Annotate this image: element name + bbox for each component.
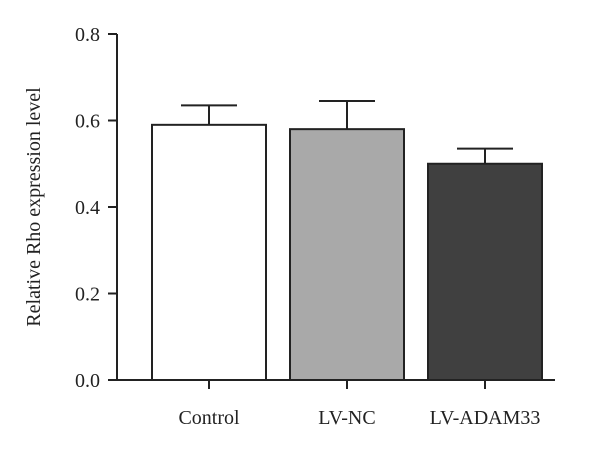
y-tick-label: 0.0 — [75, 370, 100, 392]
bars — [151, 123, 543, 381]
y-tick-label: 0.4 — [75, 197, 100, 219]
y-axis: 0.0 0.2 0.4 0.6 0.8 — [75, 24, 118, 392]
x-axis: Control LV-NC LV-ADAM33 — [117, 379, 555, 429]
y-tick-label: 0.8 — [75, 24, 100, 46]
y-tick-label: 0.2 — [75, 284, 100, 306]
y-tick-label: 0.6 — [75, 111, 100, 133]
y-axis-title: Relative Rho expression level — [23, 87, 45, 327]
x-category-label: Control — [178, 407, 240, 429]
error-bars — [181, 100, 513, 164]
bar-control — [151, 123, 267, 381]
bar-lv-adam33 — [427, 162, 543, 381]
x-category-label: LV-ADAM33 — [430, 407, 541, 429]
x-category-label: LV-NC — [318, 407, 375, 429]
bar-lv-nc — [289, 128, 405, 381]
